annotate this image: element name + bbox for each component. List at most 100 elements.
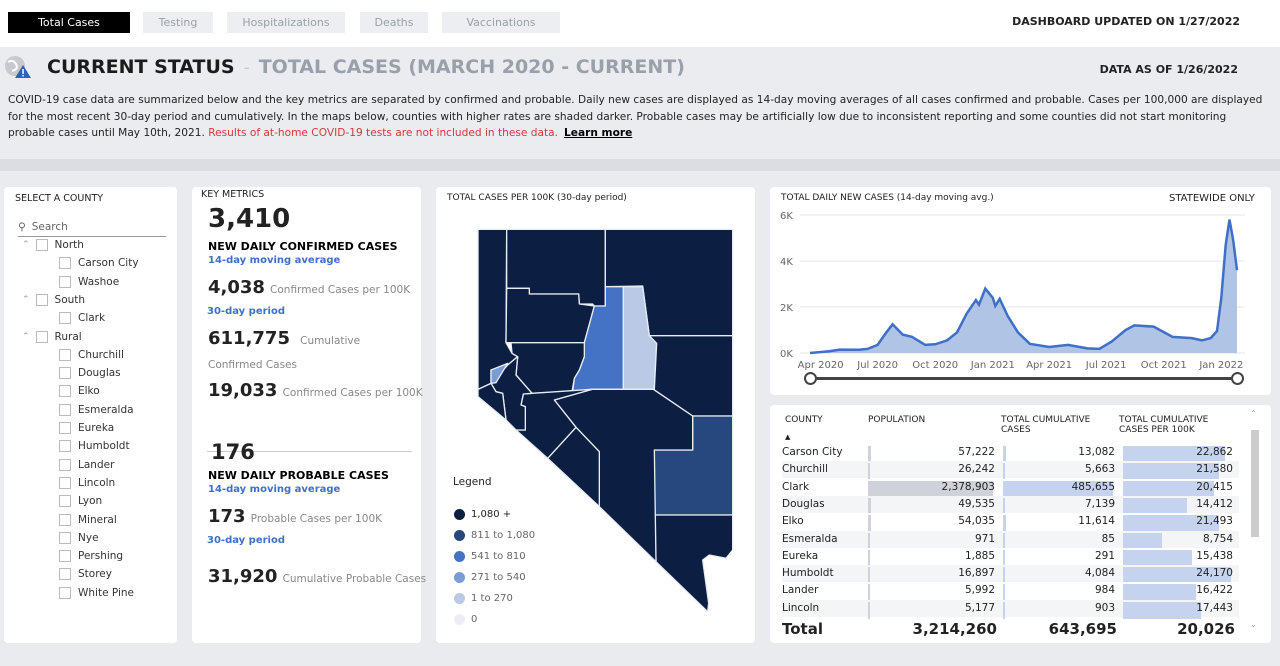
x-tick-label: Jan 2022	[1198, 360, 1243, 371]
checkbox[interactable]	[35, 239, 48, 251]
tab-testing[interactable]: Testing	[143, 12, 213, 33]
cell-county: Elko	[782, 513, 866, 531]
cell-2: 85	[1001, 530, 1121, 550]
checkbox[interactable]	[35, 330, 48, 343]
checkbox[interactable]	[59, 385, 71, 398]
checkbox[interactable]	[59, 257, 71, 270]
date-range-slider-track[interactable]	[806, 377, 1240, 380]
chart-line	[809, 219, 1239, 355]
sort-ascending-icon[interactable]: ▲	[785, 433, 791, 441]
table-row[interactable]: Eureka 1,885 291 15,438	[782, 547, 1246, 567]
table-row[interactable]: Churchill 26,242 5,663 21,580	[782, 461, 1246, 481]
checkbox[interactable]	[59, 476, 71, 489]
county-item[interactable]: Humboldt	[59, 440, 130, 453]
y-tick-label: 6K	[780, 211, 793, 222]
collapse-icon[interactable]: ⌃	[22, 294, 30, 305]
checkbox[interactable]	[59, 586, 71, 599]
cell-2: 485,655	[1001, 478, 1121, 498]
county-item[interactable]: Elko	[59, 385, 100, 398]
tab-vaccinations[interactable]: Vaccinations	[442, 12, 560, 33]
x-tick-label: Oct 2020	[912, 360, 958, 371]
checkbox[interactable]	[59, 312, 71, 325]
checkbox[interactable]	[59, 348, 71, 361]
county-group-north[interactable]: ⌃ North	[22, 239, 84, 251]
legend-swatch	[454, 593, 465, 604]
county-item[interactable]: Douglas	[59, 367, 121, 380]
table-row[interactable]: Clark 2,378,903 485,655 20,415	[782, 478, 1246, 498]
cell-2: 5,663	[1001, 461, 1121, 481]
county-group-south[interactable]: ⌃ South	[22, 293, 85, 306]
cell-2: 11,614	[1001, 513, 1121, 533]
county-item[interactable]: Churchill	[59, 348, 124, 361]
checkbox[interactable]	[59, 568, 71, 581]
table-row[interactable]: Lincoln 5,177 903 17,443	[782, 599, 1246, 619]
data-bar	[1003, 549, 1005, 567]
scroll-up-icon[interactable]: ⌃	[1250, 409, 1257, 418]
checkbox[interactable]	[59, 275, 71, 288]
key-metrics-title: KEY METRICS	[201, 189, 265, 200]
checkbox[interactable]	[59, 440, 71, 453]
title-row: CURRENT STATUS - TOTAL CASES (MARCH 2020…	[47, 56, 685, 78]
county-item[interactable]: Washoe	[59, 275, 119, 288]
legend-swatch	[454, 551, 465, 562]
county-item[interactable]: Lincoln	[59, 476, 115, 489]
legend-swatch	[454, 530, 465, 541]
county-group-rural[interactable]: ⌃ Rural	[22, 330, 82, 343]
date-range-end-handle[interactable]	[1231, 372, 1244, 385]
county-item[interactable]: Nye	[59, 531, 99, 544]
cell-1: 57,222	[866, 444, 1001, 463]
table-row[interactable]: Lander 5,992 984 16,422	[782, 582, 1246, 602]
search-input[interactable]: ⚲ Search	[18, 218, 166, 237]
tab-deaths[interactable]: Deaths	[360, 12, 428, 33]
county-item[interactable]: Lander	[59, 458, 114, 471]
collapse-icon[interactable]: ⌃	[22, 331, 30, 342]
checkbox[interactable]	[59, 458, 71, 471]
x-tick-label: Apr 2020	[798, 360, 844, 371]
cell-1: 16,897	[866, 565, 1001, 585]
col-header-population[interactable]: POPULATION	[868, 415, 926, 425]
data-bar	[1123, 480, 1215, 498]
checkbox[interactable]	[59, 495, 71, 508]
county-item[interactable]: Esmeralda	[59, 403, 134, 416]
county-item[interactable]: White Pine	[59, 586, 134, 599]
data-bar	[1003, 446, 1006, 463]
cell-value: 57,222	[958, 446, 995, 458]
county-item[interactable]: Mineral	[59, 513, 117, 526]
col-header-county[interactable]: COUNTY	[785, 415, 823, 425]
col-header-per100k[interactable]: TOTAL CUMULATIVE CASES PER 100K	[1119, 415, 1209, 435]
table-scrollbar[interactable]	[1251, 430, 1259, 537]
cell-value: 26,242	[958, 463, 995, 476]
date-range-start-handle[interactable]	[804, 372, 817, 385]
table-row[interactable]: Carson City 57,222 13,082 22,862	[782, 444, 1246, 463]
checkbox[interactable]	[59, 367, 71, 380]
cell-1: 971	[866, 530, 1001, 550]
col-header-cases[interactable]: TOTAL CUMULATIVE CASES	[1001, 415, 1091, 435]
map-county-clark	[653, 514, 734, 613]
checkbox[interactable]	[59, 422, 71, 434]
checkbox[interactable]	[35, 293, 48, 306]
probable-daily-note: 14-day moving average	[208, 484, 341, 495]
checkbox[interactable]	[59, 403, 71, 416]
scroll-down-icon[interactable]: ⌄	[1250, 620, 1257, 629]
county-item[interactable]: Eureka	[59, 422, 114, 434]
tab-total-cases[interactable]: Total Cases	[8, 12, 130, 33]
county-item[interactable]: Lyon	[59, 495, 102, 508]
county-item[interactable]: Pershing	[59, 550, 123, 563]
data-bar	[868, 532, 870, 550]
checkbox[interactable]	[59, 550, 71, 563]
table-row[interactable]: Douglas 49,535 7,139 14,412	[782, 495, 1246, 515]
table-row[interactable]: Humboldt 16,897 4,084 24,170	[782, 565, 1246, 585]
table-row[interactable]: Elko 54,035 11,614 21,493	[782, 513, 1246, 533]
cell-value: 21,493	[1196, 515, 1233, 528]
county-item[interactable]: Carson City	[59, 257, 139, 270]
tab-hospitalizations[interactable]: Hospitalizations	[227, 12, 345, 33]
table-row[interactable]: Esmeralda 971 85 8,754	[782, 530, 1246, 550]
county-item[interactable]: Clark	[59, 312, 105, 325]
checkbox[interactable]	[59, 531, 71, 544]
map-county-carson-city	[490, 362, 509, 384]
county-item[interactable]: Storey	[59, 568, 112, 581]
learn-more-link[interactable]: Learn more	[564, 127, 633, 139]
collapse-icon[interactable]: ⌃	[22, 240, 30, 250]
confirmed-daily-note: 14-day moving average	[208, 255, 341, 266]
checkbox[interactable]	[59, 513, 71, 526]
